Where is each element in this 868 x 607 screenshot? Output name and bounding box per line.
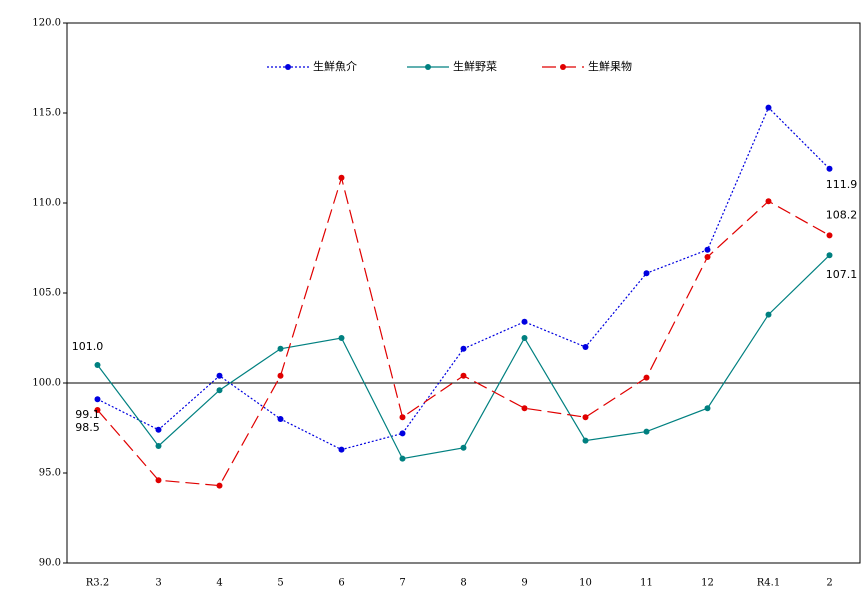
x-tick-label: 8 <box>460 578 466 589</box>
point <box>643 270 650 277</box>
point <box>460 444 467 451</box>
point <box>460 372 467 379</box>
point <box>94 407 101 413</box>
point <box>94 396 101 403</box>
data-label: 99.1 <box>75 408 100 421</box>
point <box>826 232 833 239</box>
x-tick-label: 4 <box>216 578 222 589</box>
x-tick-label: 12 <box>701 578 714 589</box>
data-label: 108.2 <box>826 208 858 221</box>
series-line <box>97 254 830 460</box>
y-tick-label: 95.0 <box>39 468 61 479</box>
legend-marker <box>560 64 566 70</box>
point <box>826 252 833 259</box>
legend-label: 生鮮野菜 <box>453 59 497 73</box>
point <box>765 104 772 111</box>
point <box>521 318 528 325</box>
legend-marker <box>285 64 291 70</box>
legend-marker <box>425 64 431 70</box>
y-tick-label: 105.0 <box>32 288 61 299</box>
x-tick-label: 10 <box>579 578 592 589</box>
point <box>216 387 223 394</box>
x-tick-label: R4.1 <box>757 578 780 589</box>
x-tick-label: 3 <box>155 578 161 589</box>
series-line <box>97 175 830 487</box>
point <box>338 446 345 453</box>
plot-frame <box>66 22 861 564</box>
point <box>277 345 284 352</box>
point <box>155 443 162 449</box>
point <box>155 426 162 433</box>
point <box>704 254 711 260</box>
x-tick-label: 11 <box>640 578 653 589</box>
data-label: 98.5 <box>75 421 100 434</box>
series-line <box>97 106 830 451</box>
y-tick-label: 90.0 <box>39 558 61 569</box>
x-tick-label: 7 <box>399 578 405 589</box>
y-tick-label: 115.0 <box>32 108 61 119</box>
point <box>155 477 162 484</box>
point <box>765 311 772 318</box>
point <box>643 428 650 435</box>
point <box>521 335 528 341</box>
x-tick-label: 6 <box>338 578 344 589</box>
point <box>460 345 467 352</box>
data-label: 111.9 <box>826 178 858 191</box>
point <box>704 405 711 412</box>
point <box>338 174 345 181</box>
legend-label: 生鮮果物 <box>588 59 632 73</box>
legend-label: 生鮮魚介 <box>313 59 357 73</box>
point <box>521 405 528 412</box>
x-tick-label: R3.2 <box>86 578 109 589</box>
point <box>216 482 223 489</box>
point <box>765 198 772 205</box>
point <box>582 344 589 350</box>
point <box>826 165 833 172</box>
point <box>399 430 406 437</box>
point <box>277 372 284 379</box>
point <box>643 374 650 381</box>
x-tick-label: 5 <box>277 578 283 589</box>
point <box>94 362 101 368</box>
y-tick-label: 110.0 <box>32 198 61 209</box>
point <box>277 416 284 422</box>
point <box>582 414 589 421</box>
x-tick-label: 9 <box>521 578 527 589</box>
point <box>216 372 223 379</box>
point <box>399 414 406 421</box>
data-label: 107.1 <box>826 268 858 281</box>
y-tick-label: 120.0 <box>32 18 61 29</box>
point <box>399 455 406 462</box>
point <box>338 335 345 341</box>
data-label: 101.0 <box>72 340 104 353</box>
y-tick-label: 100.0 <box>32 378 61 389</box>
x-tick-label: 2 <box>826 578 832 589</box>
point <box>582 437 589 444</box>
point <box>704 246 711 253</box>
